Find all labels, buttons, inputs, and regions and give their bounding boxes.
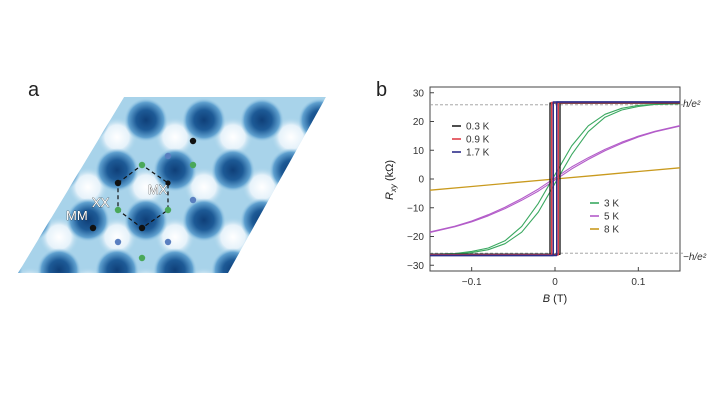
legend-label: 8 K [604, 225, 619, 236]
legend-label: 3 K [604, 199, 619, 210]
x-tick-label: 0 [552, 277, 558, 288]
lattice-well [18, 198, 52, 242]
legend-label: 0.9 K [466, 135, 490, 146]
y-tick-label: 0 [418, 175, 424, 186]
x-tick-label: 0.1 [631, 277, 645, 288]
y-tick-label: 20 [413, 117, 425, 128]
y-tick-label: −30 [407, 261, 424, 272]
series-1-7-K-down [430, 101, 680, 257]
lattice-site-blue [114, 238, 122, 246]
y-axis-label-main: R [384, 192, 396, 200]
site-label-mm: MM [66, 208, 88, 223]
y-axis-label-sub: xy [389, 183, 398, 193]
svg-text:Rxy (kΩ): Rxy (kΩ) [384, 160, 398, 200]
y-tick-label: 10 [413, 146, 425, 157]
lattice-well [269, 148, 313, 192]
lattice-well [211, 248, 255, 273]
lattice-light-spot [242, 267, 282, 273]
moire-lattice-panel: MM XX MX [18, 97, 369, 273]
chart-series [429, 101, 681, 257]
lattice-well [18, 148, 23, 192]
series-5-K-down [429, 125, 681, 234]
lattice-well [211, 148, 255, 192]
lattice-well [18, 248, 23, 273]
lattice-well [95, 148, 139, 192]
lattice-well [66, 198, 110, 242]
lattice-well [153, 148, 197, 192]
legend-left: 0.3 K 0.9 K 1.7 K [452, 122, 490, 159]
y-tick-label: −10 [407, 203, 424, 214]
hexagon-vertex [165, 180, 171, 186]
hexagon-vertex [139, 225, 145, 231]
site-label-xx: XX [92, 195, 110, 210]
lattice-well [124, 198, 168, 242]
y-axis-label-unit: (kΩ) [384, 160, 396, 184]
lattice-light-spot [39, 117, 79, 157]
lattice-well [269, 248, 313, 273]
legend-label: 0.3 K [466, 122, 490, 133]
lattice-site-green [138, 161, 146, 169]
lattice-well [37, 248, 81, 273]
lattice-site-green [164, 206, 172, 214]
lattice-site-green [189, 161, 197, 169]
lattice-light-spot [300, 267, 326, 273]
y-axis-label: Rxy (kΩ) [384, 160, 398, 200]
lattice-well [37, 148, 81, 192]
y-axis-ticks: −30 −20 −10 0 10 20 30 [407, 88, 434, 272]
ref-label-top: h/e² [683, 99, 701, 110]
lattice-well [95, 248, 139, 273]
panel-b-label: b [376, 79, 387, 101]
lattice-site-black [189, 137, 197, 145]
lattice-site-black [89, 224, 97, 232]
x-axis-label-unit: (T) [550, 293, 567, 305]
lattice-well [298, 198, 326, 242]
lattice-site-green [114, 206, 122, 214]
legend-right: 3 K 5 K 8 K [590, 199, 619, 236]
hexagon-vertex [115, 180, 121, 186]
x-axis-label-main: B [543, 293, 550, 305]
lattice-well [66, 98, 110, 142]
lattice-site-blue [164, 152, 172, 160]
site-label-mx: MX [148, 182, 168, 197]
ref-label-bottom: −h/e² [683, 252, 707, 263]
lattice-light-spot [329, 217, 369, 257]
hall-resistance-chart: −30 −20 −10 0 10 20 30 −0.1 0 0.1 h/e² −h/e² Rxy… [384, 86, 707, 305]
lattice-well [124, 98, 168, 142]
lattice-site-blue [189, 196, 197, 204]
x-tick-label: −0.1 [462, 277, 482, 288]
y-tick-label: −20 [407, 232, 424, 243]
lattice-well [18, 98, 52, 142]
legend-label: 1.7 K [466, 148, 490, 159]
lattice-light-spot [271, 217, 311, 257]
lattice-sites [89, 137, 197, 262]
lattice-site-green [138, 254, 146, 262]
legend-label: 5 K [604, 212, 619, 223]
lattice-well [153, 248, 197, 273]
lattice-light-spot [329, 117, 369, 157]
panel-a-label: a [28, 79, 40, 101]
lattice-light-spot [300, 167, 326, 207]
lattice-well [182, 198, 226, 242]
x-axis-ticks: −0.1 0 0.1 [462, 267, 646, 288]
series-5-K-up [429, 124, 681, 233]
series-3-K-down [429, 103, 681, 255]
x-axis-label: B (T) [543, 293, 567, 305]
lattice-well [240, 98, 284, 142]
series-3-K-up [429, 103, 681, 255]
series-8-K [429, 167, 681, 191]
lattice-well [240, 198, 284, 242]
lattice-well [298, 98, 326, 142]
lattice-light-spot [18, 167, 50, 207]
lattice-site-blue [164, 238, 172, 246]
y-tick-label: 30 [413, 88, 425, 99]
lattice-well [182, 98, 226, 142]
